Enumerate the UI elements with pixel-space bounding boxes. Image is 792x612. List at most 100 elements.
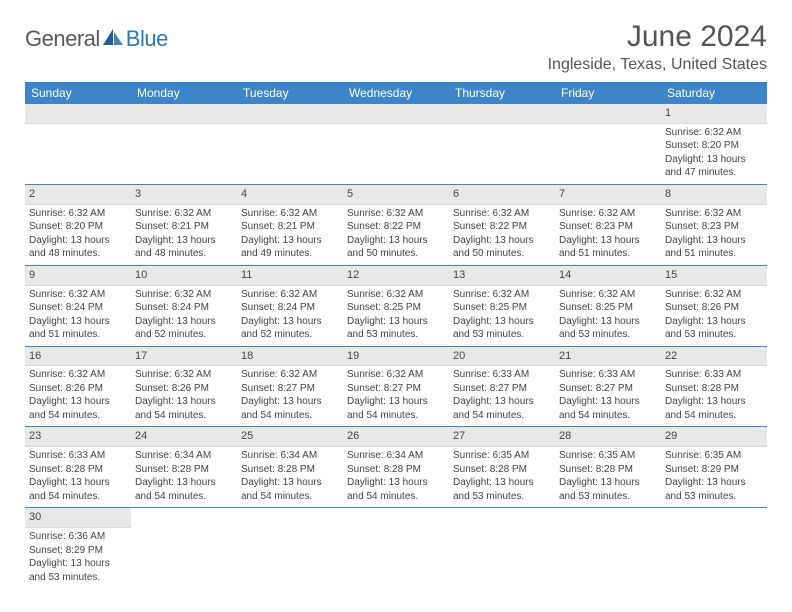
day-number: 19 bbox=[343, 347, 449, 367]
day-body: Sunrise: 6:32 AMSunset: 8:24 PMDaylight:… bbox=[237, 286, 343, 346]
sunrise-text: Sunrise: 6:33 AM bbox=[665, 368, 763, 382]
daylight-text: and 48 minutes. bbox=[135, 247, 233, 261]
daylight-text: and 53 minutes. bbox=[559, 328, 657, 342]
day-number: 24 bbox=[131, 427, 237, 447]
sunset-text: Sunset: 8:28 PM bbox=[29, 463, 127, 477]
logo-text-blue: Blue bbox=[126, 26, 168, 52]
day-number: 20 bbox=[449, 347, 555, 367]
daylight-text: Daylight: 13 hours bbox=[453, 234, 551, 248]
sunset-text: Sunset: 8:24 PM bbox=[135, 301, 233, 315]
sunrise-text: Sunrise: 6:32 AM bbox=[29, 368, 127, 382]
logo: General Blue bbox=[25, 20, 168, 52]
daylight-text: and 54 minutes. bbox=[135, 409, 233, 423]
daylight-text: Daylight: 13 hours bbox=[453, 315, 551, 329]
sunrise-text: Sunrise: 6:36 AM bbox=[29, 530, 127, 544]
day-body: Sunrise: 6:36 AMSunset: 8:29 PMDaylight:… bbox=[25, 528, 131, 588]
calendar-day-cell: 25Sunrise: 6:34 AMSunset: 8:28 PMDayligh… bbox=[237, 427, 343, 508]
sunrise-text: Sunrise: 6:32 AM bbox=[135, 207, 233, 221]
sunset-text: Sunset: 8:25 PM bbox=[453, 301, 551, 315]
sunset-text: Sunset: 8:25 PM bbox=[347, 301, 445, 315]
day-number: 17 bbox=[131, 347, 237, 367]
daylight-text: and 53 minutes. bbox=[347, 328, 445, 342]
sunset-text: Sunset: 8:28 PM bbox=[135, 463, 233, 477]
calendar-day-cell bbox=[555, 508, 661, 588]
day-number-empty bbox=[237, 104, 343, 124]
day-body: Sunrise: 6:32 AMSunset: 8:26 PMDaylight:… bbox=[131, 366, 237, 426]
sunset-text: Sunset: 8:28 PM bbox=[559, 463, 657, 477]
daylight-text: Daylight: 13 hours bbox=[135, 315, 233, 329]
calendar-day-cell: 29Sunrise: 6:35 AMSunset: 8:29 PMDayligh… bbox=[661, 427, 767, 508]
day-body: Sunrise: 6:35 AMSunset: 8:29 PMDaylight:… bbox=[661, 447, 767, 507]
daylight-text: Daylight: 13 hours bbox=[29, 315, 127, 329]
sunset-text: Sunset: 8:29 PM bbox=[29, 544, 127, 558]
daylight-text: and 54 minutes. bbox=[347, 409, 445, 423]
sunrise-text: Sunrise: 6:33 AM bbox=[453, 368, 551, 382]
daylight-text: Daylight: 13 hours bbox=[559, 395, 657, 409]
day-body: Sunrise: 6:32 AMSunset: 8:20 PMDaylight:… bbox=[25, 205, 131, 265]
daylight-text: and 52 minutes. bbox=[241, 328, 339, 342]
daylight-text: Daylight: 13 hours bbox=[665, 315, 763, 329]
weekday-header: Friday bbox=[555, 82, 661, 104]
calendar-day-cell: 30Sunrise: 6:36 AMSunset: 8:29 PMDayligh… bbox=[25, 508, 131, 588]
calendar-table: SundayMondayTuesdayWednesdayThursdayFrid… bbox=[25, 82, 767, 588]
day-body: Sunrise: 6:32 AMSunset: 8:20 PMDaylight:… bbox=[661, 124, 767, 184]
day-number: 16 bbox=[25, 347, 131, 367]
day-body: Sunrise: 6:32 AMSunset: 8:24 PMDaylight:… bbox=[25, 286, 131, 346]
sunrise-text: Sunrise: 6:32 AM bbox=[559, 288, 657, 302]
daylight-text: Daylight: 13 hours bbox=[135, 395, 233, 409]
day-number: 5 bbox=[343, 185, 449, 205]
sunset-text: Sunset: 8:27 PM bbox=[453, 382, 551, 396]
day-body: Sunrise: 6:35 AMSunset: 8:28 PMDaylight:… bbox=[449, 447, 555, 507]
sunrise-text: Sunrise: 6:32 AM bbox=[135, 368, 233, 382]
daylight-text: and 53 minutes. bbox=[29, 571, 127, 585]
day-number: 11 bbox=[237, 266, 343, 286]
daylight-text: and 54 minutes. bbox=[29, 409, 127, 423]
sunset-text: Sunset: 8:28 PM bbox=[453, 463, 551, 477]
daylight-text: Daylight: 13 hours bbox=[665, 234, 763, 248]
daylight-text: Daylight: 13 hours bbox=[241, 315, 339, 329]
daylight-text: and 50 minutes. bbox=[347, 247, 445, 261]
daylight-text: Daylight: 13 hours bbox=[665, 476, 763, 490]
day-number-empty bbox=[449, 104, 555, 124]
daylight-text: Daylight: 13 hours bbox=[347, 234, 445, 248]
location-subtitle: Ingleside, Texas, United States bbox=[548, 56, 767, 74]
daylight-text: and 53 minutes. bbox=[665, 328, 763, 342]
sunrise-text: Sunrise: 6:33 AM bbox=[29, 449, 127, 463]
daylight-text: Daylight: 13 hours bbox=[135, 234, 233, 248]
day-number-empty bbox=[131, 104, 237, 124]
day-number: 7 bbox=[555, 185, 661, 205]
weekday-header: Saturday bbox=[661, 82, 767, 104]
daylight-text: Daylight: 13 hours bbox=[347, 395, 445, 409]
daylight-text: Daylight: 13 hours bbox=[665, 153, 763, 167]
daylight-text: and 53 minutes. bbox=[453, 490, 551, 504]
daylight-text: and 54 minutes. bbox=[453, 409, 551, 423]
day-body: Sunrise: 6:34 AMSunset: 8:28 PMDaylight:… bbox=[343, 447, 449, 507]
day-number: 30 bbox=[25, 508, 131, 528]
weekday-header: Wednesday bbox=[343, 82, 449, 104]
day-number: 13 bbox=[449, 266, 555, 286]
day-body: Sunrise: 6:32 AMSunset: 8:27 PMDaylight:… bbox=[237, 366, 343, 426]
day-body: Sunrise: 6:32 AMSunset: 8:22 PMDaylight:… bbox=[449, 205, 555, 265]
day-number: 23 bbox=[25, 427, 131, 447]
sunset-text: Sunset: 8:21 PM bbox=[135, 220, 233, 234]
sunrise-text: Sunrise: 6:32 AM bbox=[241, 207, 339, 221]
calendar-day-cell bbox=[131, 104, 237, 184]
day-body: Sunrise: 6:32 AMSunset: 8:23 PMDaylight:… bbox=[661, 205, 767, 265]
sunset-text: Sunset: 8:28 PM bbox=[347, 463, 445, 477]
calendar-day-cell: 9Sunrise: 6:32 AMSunset: 8:24 PMDaylight… bbox=[25, 265, 131, 346]
daylight-text: and 47 minutes. bbox=[665, 166, 763, 180]
sunset-text: Sunset: 8:27 PM bbox=[347, 382, 445, 396]
day-number-empty bbox=[343, 104, 449, 124]
daylight-text: Daylight: 13 hours bbox=[29, 395, 127, 409]
calendar-day-cell: 5Sunrise: 6:32 AMSunset: 8:22 PMDaylight… bbox=[343, 184, 449, 265]
day-body: Sunrise: 6:32 AMSunset: 8:27 PMDaylight:… bbox=[343, 366, 449, 426]
daylight-text: Daylight: 13 hours bbox=[347, 315, 445, 329]
day-body: Sunrise: 6:33 AMSunset: 8:28 PMDaylight:… bbox=[25, 447, 131, 507]
sunrise-text: Sunrise: 6:34 AM bbox=[241, 449, 339, 463]
daylight-text: Daylight: 13 hours bbox=[347, 476, 445, 490]
sunset-text: Sunset: 8:26 PM bbox=[135, 382, 233, 396]
calendar-day-cell: 18Sunrise: 6:32 AMSunset: 8:27 PMDayligh… bbox=[237, 346, 343, 427]
day-body: Sunrise: 6:32 AMSunset: 8:21 PMDaylight:… bbox=[131, 205, 237, 265]
sunrise-text: Sunrise: 6:32 AM bbox=[29, 207, 127, 221]
day-number: 9 bbox=[25, 266, 131, 286]
